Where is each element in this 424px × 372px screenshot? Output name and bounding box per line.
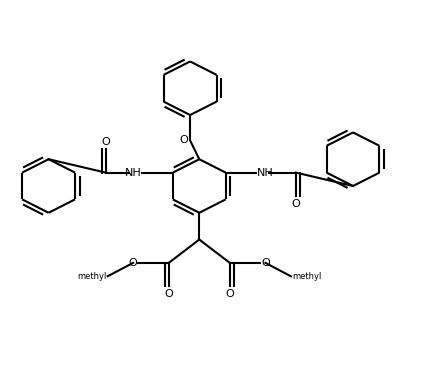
Text: O: O [101,137,110,147]
Text: O: O [262,258,271,268]
Text: NH: NH [125,168,142,177]
Text: methyl: methyl [292,272,321,281]
Text: O: O [292,199,300,209]
Text: O: O [128,258,137,268]
Text: O: O [165,289,173,299]
Text: O: O [179,135,188,145]
Text: methyl: methyl [77,272,106,281]
Text: O: O [226,289,234,299]
Text: NH: NH [257,168,274,177]
